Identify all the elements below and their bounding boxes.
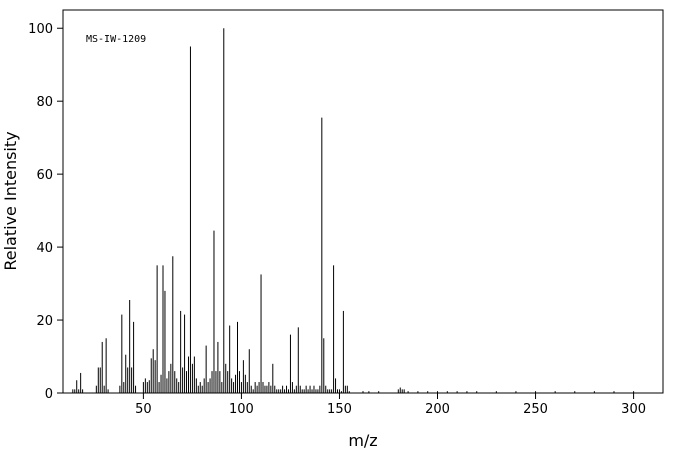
plot-frame [62, 9, 664, 394]
x-axis-label: m/z [348, 431, 377, 450]
annotation: MS-IW-1209 [86, 34, 146, 45]
y-axis-label: Relative Intensity [1, 131, 20, 270]
y-tick-label: 80 [36, 95, 53, 110]
x-tick-label: 300 [621, 402, 646, 417]
x-tick-label: 50 [135, 402, 152, 417]
x-tick-label: 250 [523, 402, 548, 417]
y-tick-label: 100 [28, 22, 53, 37]
y-tick-label: 60 [36, 168, 53, 183]
y-tick-label: 0 [45, 387, 53, 402]
x-tick-label: 150 [327, 402, 352, 417]
x-tick-label: 100 [229, 402, 254, 417]
y-tick-label: 40 [36, 241, 53, 256]
x-tick-label: 200 [425, 402, 450, 417]
y-tick-label: 20 [36, 314, 53, 329]
